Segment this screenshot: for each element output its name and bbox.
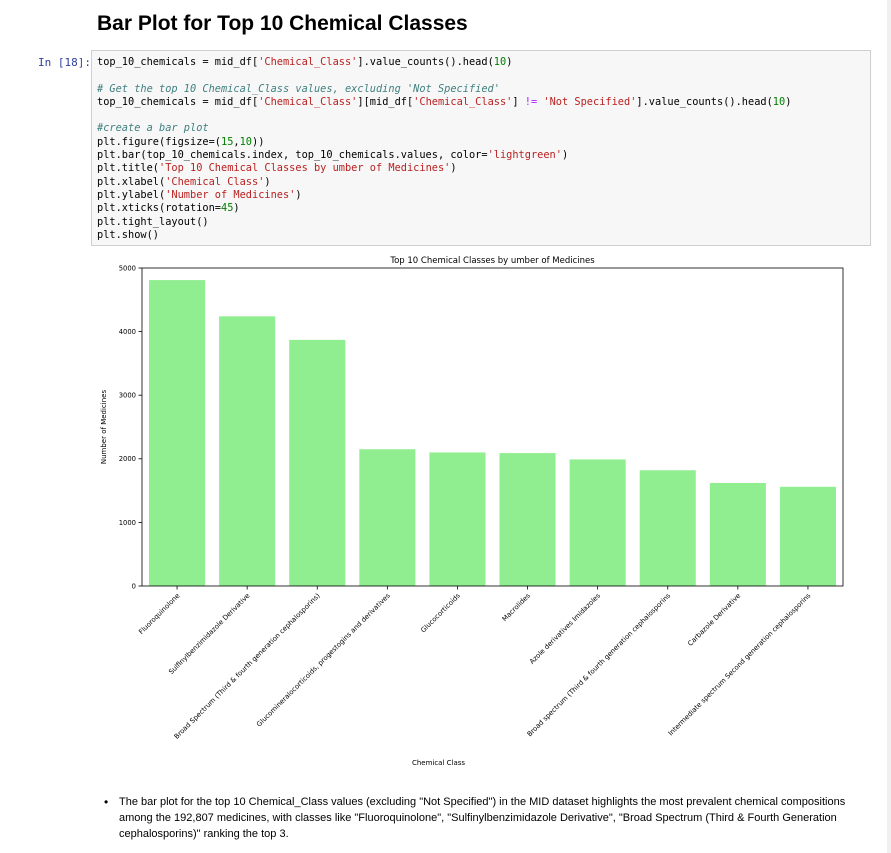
code-token: 10 [493,56,507,68]
code-token: ) [785,95,792,108]
code-token: ) [450,162,457,175]
x-tick-label: Broad Spectrum (Third & fourth generatio… [173,592,322,741]
code-cell[interactable]: top_10_chemicals = mid_df['Chemical_Clas… [91,50,871,246]
bar [359,449,416,586]
plot-frame [141,267,844,587]
code-token: plt.title( [97,162,159,175]
code-token: ) [264,175,271,188]
code-token: ][mid_df[ [357,95,414,108]
y-tick-label: 2000 [119,455,136,463]
code-line: plt.xlabel('Chemical Class') [97,176,865,189]
code-token: 15 [221,135,234,148]
code-line: top_10_chemicals = mid_df['Chemical_Clas… [97,56,865,69]
code-token: plt.show() [97,228,159,241]
code-token: ) [295,188,302,201]
bar-chart: Top 10 Chemical Classes by umber of Medi… [100,256,844,767]
code-line: plt.tight_layout() [97,216,865,229]
chart-title: Top 10 Chemical Classes by umber of Medi… [389,256,595,266]
code-token: ].value_counts().head( [357,56,494,68]
code-token: 'Top 10 Chemical Classes by umber of Med… [159,162,451,175]
code-token: 10 [772,95,786,108]
code-token: # Get the top 10 Chemical_Class values, … [97,82,500,95]
code-token: ) [561,149,569,162]
code-token: #create a bar plot [97,122,209,135]
bar [289,339,346,586]
code-token: ) [233,202,240,215]
code-line [97,69,865,82]
bar [569,459,626,586]
bar [219,316,276,586]
code-line [97,109,865,122]
code-token: 10 [239,135,253,148]
code-line: plt.title('Top 10 Chemical Classes by um… [97,162,865,175]
code-token: 'Chemical_Class' [258,95,358,108]
section-heading: Bar Plot for Top 10 Chemical Classes [97,12,468,35]
code-token: 45 [221,202,234,215]
code-line: plt.ylabel('Number of Medicines') [97,189,865,202]
x-tick-label: Sulfinylbenzimidazole Derivative [167,592,251,676]
bar [639,470,696,586]
code-token: 'Chemical_Class' [413,95,513,108]
code-token: 'Number of Medicines' [165,188,296,201]
x-tick-label: Broad spectrum (Third & fourth generatio… [526,591,673,738]
x-tick-label: Glucomineralocorticoids, progestogins an… [255,591,392,728]
x-tick-label: Carbazole Derivative [686,592,742,648]
code-token: plt.xticks(rotation= [97,202,221,215]
code-token: top_10_chemicals = mid_df[ [97,56,259,68]
x-tick-label: Fluoroquinolone [137,592,181,636]
code-token: top_10_chemicals = mid_df[ [97,95,259,108]
code-token: plt.xlabel( [97,175,166,188]
code-token: 'lightgreen' [487,149,562,162]
code-line: plt.xticks(rotation=45) [97,202,865,215]
x-tick-label: Macrolides [501,591,533,623]
code-token: )) [252,135,265,148]
x-axis-label: Chemical Class [412,759,465,767]
code-token: ) [506,56,513,68]
code-token: plt.tight_layout() [97,215,209,228]
code-token: != [524,95,538,108]
code-token: 'Chemical_Class' [258,56,358,68]
bullet-icon: • [104,795,109,809]
code-token: ] [512,95,525,108]
x-tick-label: Azole derivatives Imidazoles [528,591,602,665]
x-tick-label: Glucocorticoids [419,591,462,634]
bullet-text: The bar plot for the top 10 Chemical_Cla… [119,796,846,840]
code-token: plt.ylabel( [97,188,166,201]
code-token: 'Not Specified' [543,95,637,108]
y-tick-label: 5000 [119,264,136,272]
bar [149,280,206,586]
scrollbar[interactable] [887,0,891,853]
code-line: #create a bar plot [97,122,865,135]
output-markdown: • The bar plot for the top 10 Chemical_C… [104,794,864,842]
code-token: plt.figure(figsize=( [97,135,221,148]
code-token: , [233,135,240,148]
y-tick-label: 0 [132,582,136,590]
code-token: 'Chemical Class' [165,175,265,188]
code-token: ].value_counts().head( [636,95,773,108]
y-tick-label: 4000 [119,328,136,336]
x-tick-label: Intermediate spectrum Second generation … [667,591,813,737]
code-line: top_10_chemicals = mid_df['Chemical_Clas… [97,96,865,109]
code-line: plt.figure(figsize=(15,10)) [97,136,865,149]
code-line: # Get the top 10 Chemical_Class values, … [97,83,865,96]
bar [709,482,766,586]
input-prompt: In [18]: [38,56,91,69]
bar [779,486,836,586]
y-tick-label: 1000 [119,519,136,527]
code-token: plt.bar(top_10_chemicals.index, top_10_c… [97,149,488,162]
bar [499,453,556,586]
bar [429,452,486,586]
code-line: plt.show() [97,229,865,242]
code-line: plt.bar(top_10_chemicals.index, top_10_c… [97,149,865,162]
y-axis-label: Number of Medicines [100,390,108,465]
y-tick-label: 3000 [119,392,136,400]
